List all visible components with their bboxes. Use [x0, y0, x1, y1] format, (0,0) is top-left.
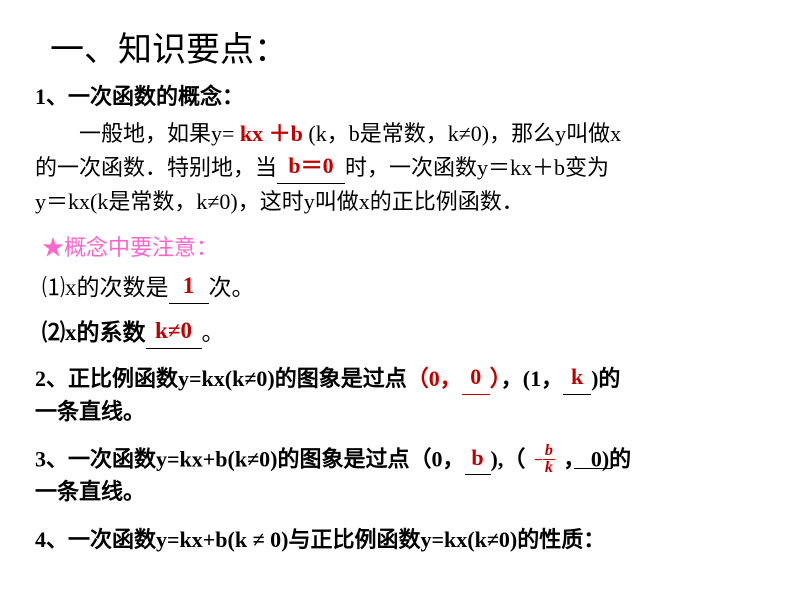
text: 一般地，如果y= — [35, 121, 240, 146]
text: 的一次函数．特别地，当 — [35, 155, 277, 180]
paren-open: （0， — [407, 366, 462, 391]
text: 2、正比例函数y=kx(k≠0)的图象是过点 — [35, 366, 407, 391]
text: (k，b是常数，k≠0)，那么y叫做x — [303, 121, 621, 146]
paren-close: ） — [490, 366, 501, 391]
blank-answer-coef: k≠0 — [155, 318, 192, 343]
item4: 4、一次函数y=kx+b(k ≠ 0)与正比例函数y=kx(k≠0)的性质： — [35, 526, 765, 555]
text: ),（ — [491, 447, 526, 472]
sub-item-1: ⑴x的次数是 1 次。 — [42, 273, 255, 304]
text: 的 — [598, 366, 620, 391]
text: 次。 — [209, 275, 255, 300]
text: ，(1， — [501, 366, 563, 391]
item1-heading: 1、一次函数的概念： — [35, 83, 244, 112]
underline-frac — [574, 468, 612, 469]
item1-line-b: 的一次函数．特别地，当 b＝0 时，一次函数y＝kx＋b变为 — [35, 154, 755, 184]
section-title: 一、知识要点： — [50, 22, 288, 71]
sub-item-2: ⑵x的系数 k≠0 。 — [42, 318, 225, 349]
blank-answer-b0: b＝0 — [288, 153, 333, 178]
negative-sign: − — [534, 452, 543, 469]
note-title: ★概念中要注意： — [42, 230, 218, 262]
blank-answer-zero: 0 — [470, 364, 481, 389]
item3-line1: 3、一次函数y=kx+b(k≠0)的图象是过点（0，b),（ −bk ， 0)的 — [35, 445, 765, 478]
blank-answer-k: k — [571, 364, 583, 389]
text: 时，一次函数y＝kx＋b变为 — [345, 155, 609, 180]
item3-line2: 一条直线。 — [35, 478, 145, 507]
text: 。 — [202, 320, 225, 345]
text: 3、一次函数y=kx+b(k≠0)的图象是过点（0， — [35, 447, 465, 472]
item1-line-a: 一般地，如果y= kx ＋b (k，b是常数，k≠0)，那么y叫做x — [35, 120, 755, 149]
item2-line1: 2、正比例函数y=kx(k≠0)的图象是过点（0，0），(1，k)的 — [35, 365, 760, 395]
text: ⑵x的系数 — [42, 320, 146, 345]
item1-line-c: y＝kx(k是常数，k≠0)，这时y叫做x的正比例函数． — [35, 188, 755, 217]
blank-answer-degree: 1 — [183, 273, 195, 298]
text: ⑴x的次数是 — [42, 275, 169, 300]
fraction-b-over-k: bk — [543, 443, 555, 476]
blank-answer-b: b — [471, 445, 483, 470]
item2-line2: 一条直线。 — [35, 398, 145, 427]
blank-answer-kxb: kx ＋b — [240, 121, 303, 146]
